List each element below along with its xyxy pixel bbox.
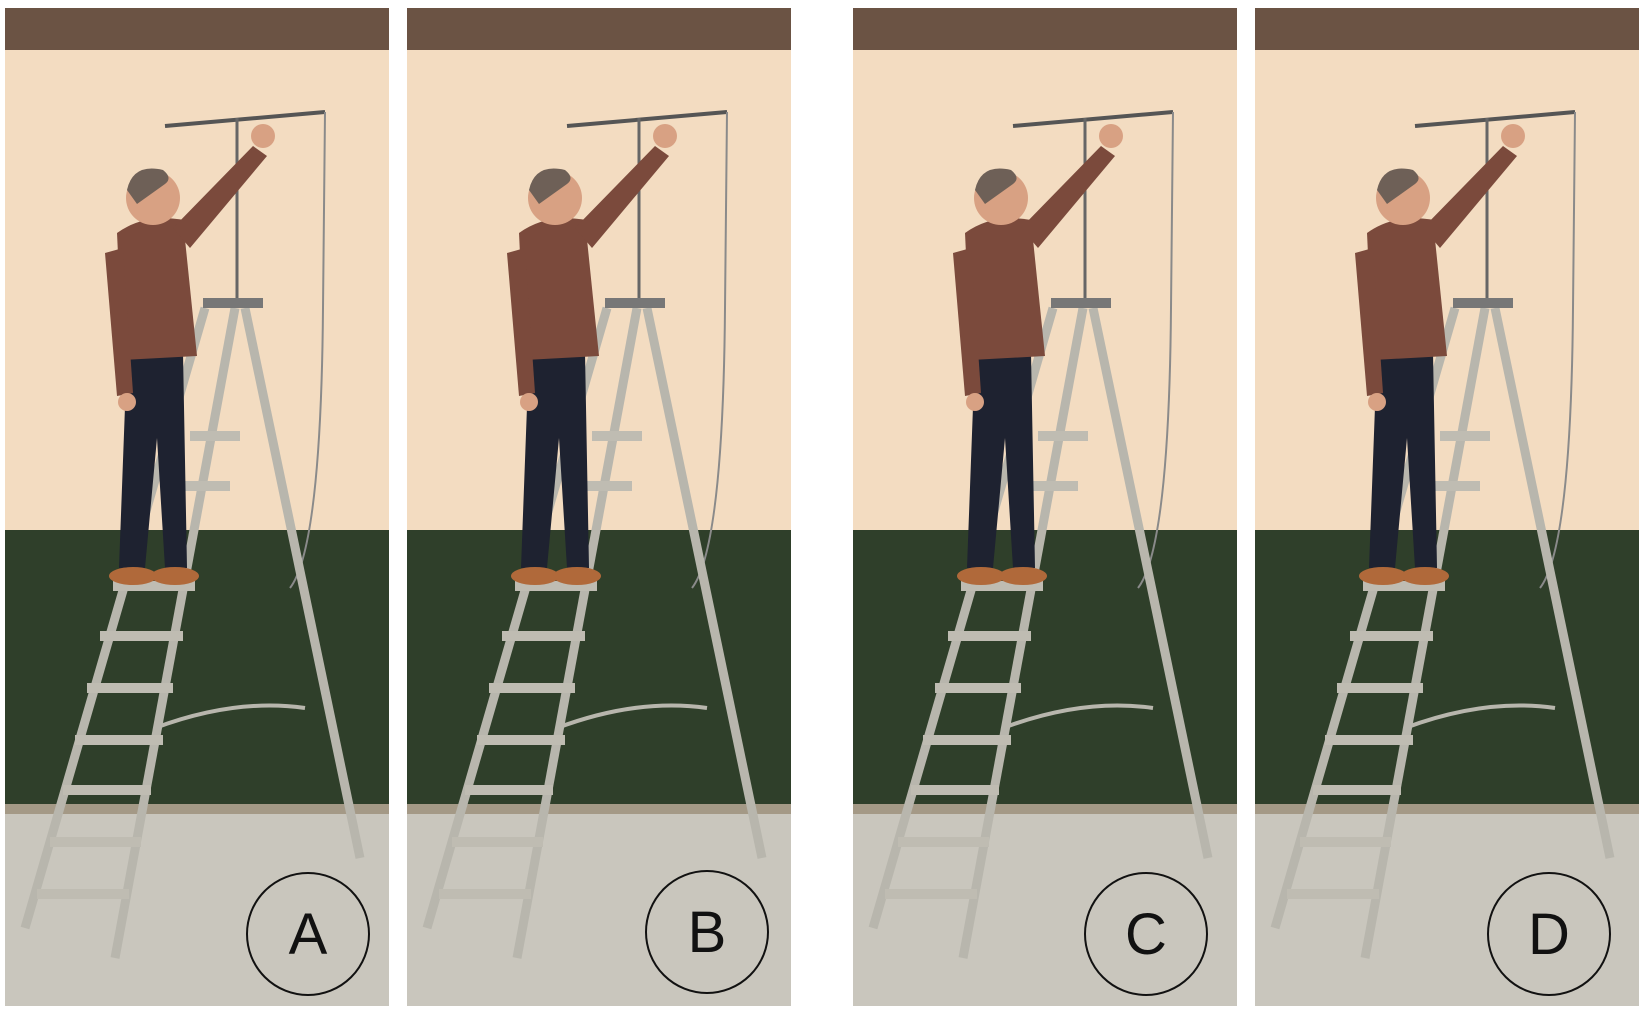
panel-label-b: B — [645, 870, 769, 994]
photo-c — [853, 8, 1237, 1006]
photo-panel-b: B — [407, 8, 791, 1006]
photo-b — [407, 8, 791, 1006]
photo-a — [5, 8, 389, 1006]
panel-label-d: D — [1487, 872, 1611, 996]
panel-label-a: A — [246, 872, 370, 996]
panel-label-c: C — [1084, 872, 1208, 996]
photo-d — [1255, 8, 1639, 1006]
photo-panel-d: D — [1255, 8, 1639, 1006]
photo-panel-a: A — [5, 8, 389, 1006]
photo-panel-c: C — [853, 8, 1237, 1006]
